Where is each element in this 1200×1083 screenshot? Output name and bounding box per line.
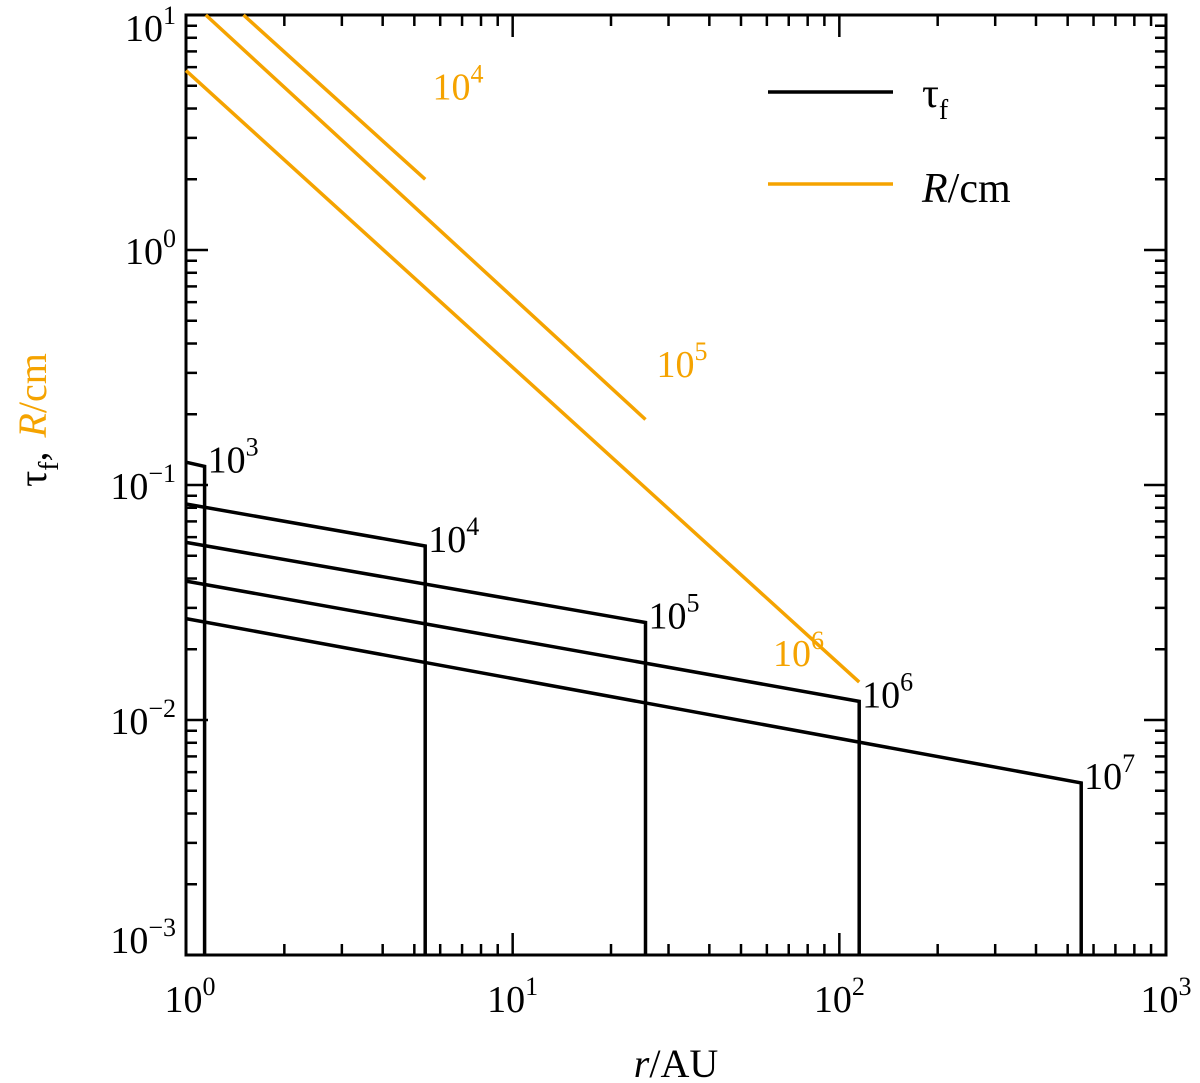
y-tick-label: 10−2 — [110, 694, 176, 743]
r-cm-label-2: 106 — [773, 626, 824, 675]
r-cm-series-1 — [204, 13, 647, 421]
legend-label-tau: τf — [922, 71, 949, 126]
tau-f-label-0: 103 — [208, 432, 259, 481]
r-cm-label-1: 105 — [657, 337, 708, 386]
tau-f-series-2 — [185, 540, 648, 955]
y-tick-label: 10−1 — [110, 459, 176, 508]
x-tick-label: 101 — [487, 972, 538, 1021]
legend: τf R/cm — [768, 71, 1011, 212]
r-cm-series-2 — [184, 69, 861, 684]
y-axis-title: τf,R/cm — [10, 353, 65, 487]
curve-labels: 103 104 105 106 107 104 105 106 — [208, 60, 1136, 798]
tau-f-series-3 — [185, 579, 861, 955]
tau-f-series-0 — [185, 460, 207, 955]
plot-frame — [184, 13, 1168, 957]
tick-labels: 100 101 102 103 10−3 10−2 10−1 100 101 — [110, 1, 1191, 1021]
x-tick-label: 100 — [165, 972, 216, 1021]
tau-f-label-1: 104 — [428, 512, 479, 561]
y-tick-label: 100 — [125, 224, 176, 273]
tau-f-series-4 — [185, 616, 1083, 955]
tau-f-series-1 — [185, 502, 427, 955]
r-cm-series-0 — [242, 13, 427, 181]
x-axis-title: r/AU — [634, 1041, 719, 1083]
tau-f-label-3: 106 — [862, 667, 913, 716]
x-tick-label: 103 — [1141, 972, 1192, 1021]
tau-f-label-2: 105 — [648, 588, 699, 637]
tau-f-label-4: 107 — [1084, 749, 1135, 798]
y-tick-label: 10−3 — [110, 913, 176, 962]
legend-label-r: R/cm — [921, 166, 1011, 212]
x-tick-label: 102 — [814, 972, 865, 1021]
r-cm-label-0: 104 — [432, 60, 483, 109]
y-tick-label: 101 — [125, 1, 176, 50]
curves — [184, 13, 1083, 955]
axis-ticks — [184, 15, 1166, 957]
